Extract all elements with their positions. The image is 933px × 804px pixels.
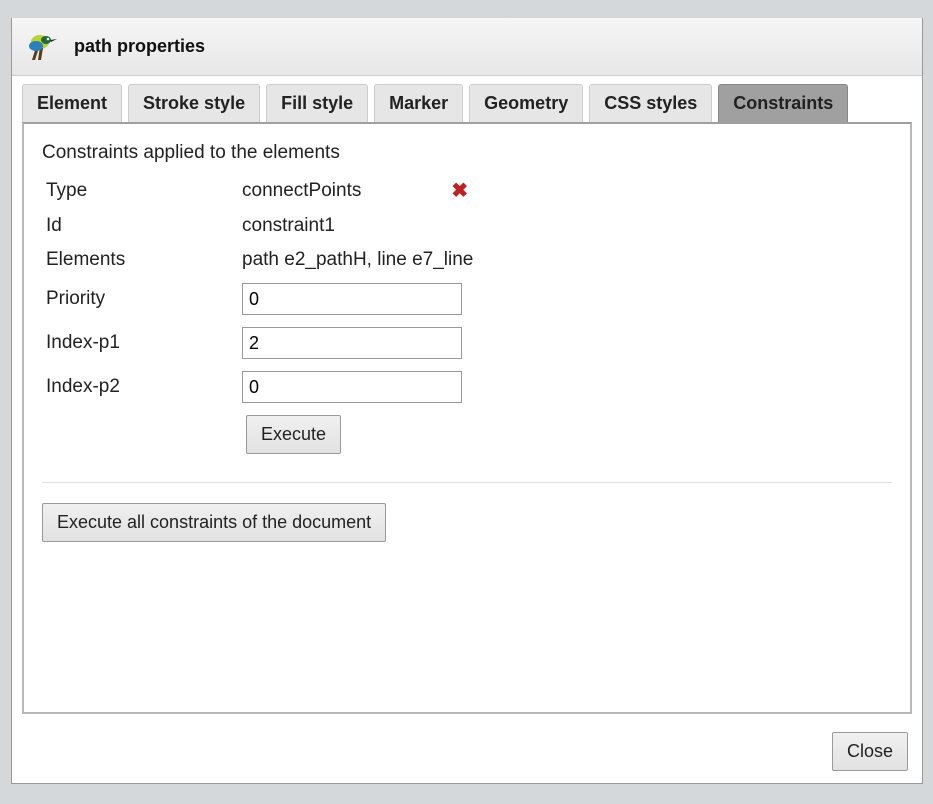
- tab-fill-style[interactable]: Fill style: [266, 84, 368, 123]
- properties-dialog: path properties Element Stroke style Fil…: [11, 18, 923, 784]
- row-elements: Elements path e2_pathH, line e7_line: [42, 249, 892, 271]
- app-logo-icon: [26, 30, 60, 64]
- row-type: Type connectPoints ✖: [42, 178, 892, 203]
- elements-label: Elements: [42, 249, 242, 271]
- row-execute: Execute: [246, 415, 892, 454]
- row-priority: Priority: [42, 283, 892, 315]
- section-title: Constraints applied to the elements: [42, 142, 892, 164]
- dialog-title: path properties: [74, 36, 205, 57]
- execute-all-button[interactable]: Execute all constraints of the document: [42, 503, 386, 542]
- id-label: Id: [42, 215, 242, 237]
- priority-input[interactable]: [242, 283, 462, 315]
- type-label: Type: [42, 180, 242, 202]
- row-index-p1: Index-p1: [42, 327, 892, 359]
- execute-button[interactable]: Execute: [246, 415, 341, 454]
- tab-css-styles[interactable]: CSS styles: [589, 84, 712, 123]
- priority-label: Priority: [42, 288, 242, 310]
- constraints-panel: Constraints applied to the elements Type…: [22, 122, 912, 714]
- tab-geometry[interactable]: Geometry: [469, 84, 583, 123]
- row-id: Id constraint1: [42, 215, 892, 237]
- panel-wrap: Constraints applied to the elements Type…: [12, 123, 922, 724]
- tab-marker[interactable]: Marker: [374, 84, 463, 123]
- delete-constraint-icon[interactable]: ✖: [451, 178, 468, 203]
- index-p2-input[interactable]: [242, 371, 462, 403]
- dialog-footer: Close: [12, 724, 922, 783]
- id-value: constraint1: [242, 215, 335, 237]
- row-index-p2: Index-p2: [42, 371, 892, 403]
- dialog-titlebar: path properties: [12, 18, 922, 76]
- tab-stroke-style[interactable]: Stroke style: [128, 84, 260, 123]
- index-p1-label: Index-p1: [42, 332, 242, 354]
- index-p1-input[interactable]: [242, 327, 462, 359]
- tab-constraints[interactable]: Constraints: [718, 84, 848, 123]
- type-value: connectPoints: [242, 180, 361, 202]
- tab-bar: Element Stroke style Fill style Marker G…: [12, 76, 922, 123]
- close-button[interactable]: Close: [832, 732, 908, 771]
- elements-value: path e2_pathH, line e7_line: [242, 249, 473, 271]
- index-p2-label: Index-p2: [42, 376, 242, 398]
- divider: [42, 482, 892, 483]
- tab-element[interactable]: Element: [22, 84, 122, 123]
